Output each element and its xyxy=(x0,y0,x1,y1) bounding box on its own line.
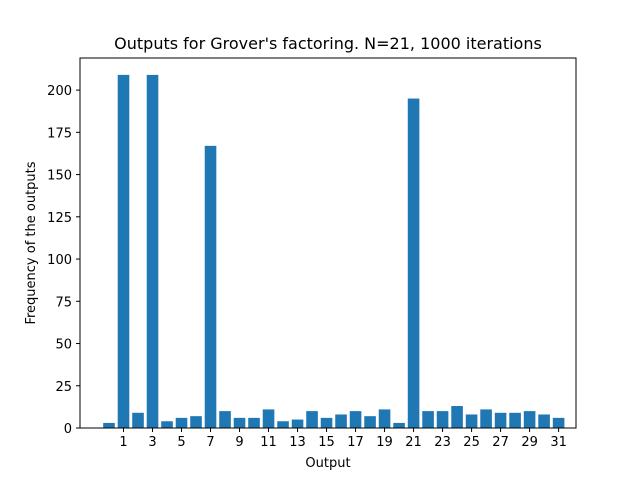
y-tick-label: 75 xyxy=(55,295,72,310)
bar xyxy=(494,412,507,428)
bar xyxy=(132,412,144,428)
bar xyxy=(480,409,492,428)
bar xyxy=(219,411,231,428)
x-tick-label: 19 xyxy=(376,435,393,450)
bar xyxy=(465,414,478,428)
x-tick-label: 11 xyxy=(260,435,277,450)
x-tick-label: 21 xyxy=(405,435,422,450)
bar xyxy=(190,416,202,428)
bar xyxy=(393,422,405,428)
y-tick-label: 25 xyxy=(55,380,72,395)
bar xyxy=(509,412,521,428)
bar xyxy=(248,417,260,428)
bar xyxy=(523,411,536,428)
x-tick-label: 5 xyxy=(177,435,185,450)
y-tick-label: 125 xyxy=(47,211,72,226)
bar xyxy=(233,417,246,428)
y-tick-label: 150 xyxy=(47,169,72,184)
x-tick-label: 1 xyxy=(119,435,127,450)
y-tick-label: 175 xyxy=(47,126,72,141)
y-axis-label: Frequency of the outputs xyxy=(24,161,39,324)
x-axis-ticks: 1 3 5 7 9 11 13 15 17 19 21 23 25 27 29 31 xyxy=(119,428,567,450)
bar xyxy=(451,406,463,428)
bar xyxy=(407,98,420,429)
y-tick-label: 50 xyxy=(55,338,72,353)
bar xyxy=(552,417,565,428)
bar xyxy=(320,417,333,428)
x-tick-label: 3 xyxy=(148,435,156,450)
bar xyxy=(175,417,188,428)
y-tick-label: 100 xyxy=(47,253,72,268)
x-axis-label: Output xyxy=(305,456,350,471)
plot-frame xyxy=(79,57,577,429)
x-tick-label: 15 xyxy=(318,435,335,450)
bar xyxy=(161,421,173,428)
bar xyxy=(262,409,275,428)
bar xyxy=(103,422,115,428)
y-tick-label: 200 xyxy=(47,84,72,99)
x-tick-label: 25 xyxy=(463,435,480,450)
bar xyxy=(277,421,289,428)
x-tick-label: 17 xyxy=(347,435,364,450)
x-tick-label: 31 xyxy=(550,435,567,450)
y-tick-label: 0 xyxy=(64,422,72,437)
x-tick-label: 27 xyxy=(492,435,509,450)
chart-title: Outputs for Grover's factoring. N=21, 10… xyxy=(114,34,542,53)
bar xyxy=(335,414,347,428)
bar xyxy=(538,414,550,428)
bar xyxy=(306,411,318,428)
bar xyxy=(422,411,434,428)
x-tick-label: 7 xyxy=(206,435,214,450)
x-tick-label: 9 xyxy=(235,435,243,450)
bar xyxy=(117,74,130,428)
bar xyxy=(378,409,391,428)
x-tick-label: 23 xyxy=(434,435,451,450)
bar xyxy=(291,419,304,428)
x-tick-label: 29 xyxy=(521,435,538,450)
bar xyxy=(204,145,217,428)
bar xyxy=(146,74,159,428)
bars-group xyxy=(103,74,565,429)
bar xyxy=(364,416,376,428)
y-axis-ticks: 0 25 50 75 100 125 150 175 200 xyxy=(47,84,80,437)
x-tick-label: 13 xyxy=(289,435,306,450)
bar xyxy=(436,411,449,428)
bar xyxy=(349,411,362,428)
